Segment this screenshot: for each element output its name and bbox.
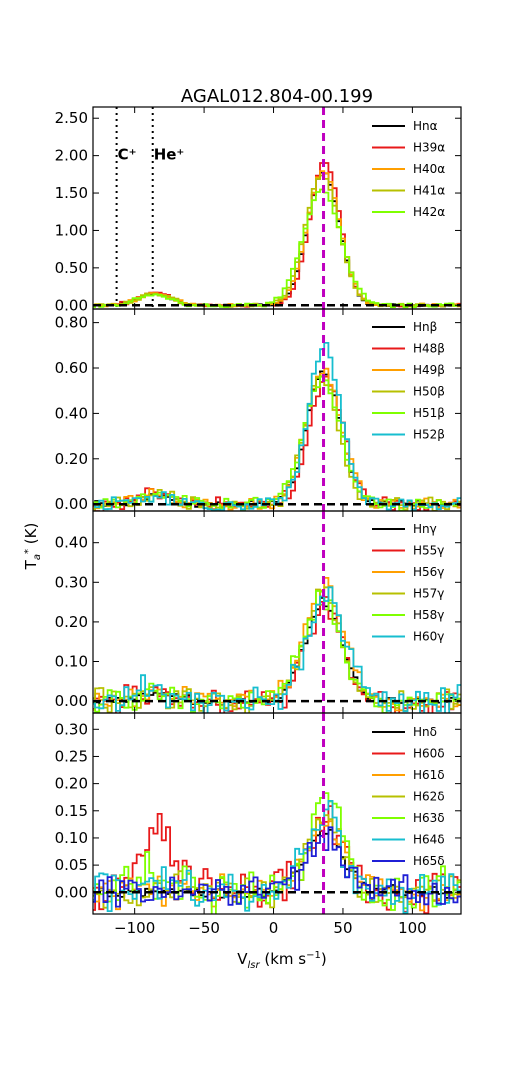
legend-label: H61δ	[413, 768, 445, 782]
panel-frame	[92, 510, 462, 714]
y-tick-label: 2.00	[55, 147, 88, 165]
chart-title: AGAL012.804-00.199	[181, 86, 373, 107]
legend-label: H60δ	[413, 747, 445, 761]
y-tick-label: 0.30	[55, 720, 88, 738]
x-tick-label: −50	[188, 919, 220, 937]
series-H41α	[93, 174, 461, 308]
series-H60γ	[93, 586, 461, 713]
series-H51β	[93, 375, 461, 511]
legend-label: Hnγ	[413, 522, 437, 536]
y-tick-label: 0.60	[55, 359, 88, 377]
y-tick-label: 2.50	[55, 109, 88, 127]
x-tick-label: 50	[333, 919, 352, 937]
y-tick-label: 0.20	[55, 450, 88, 468]
series-group	[93, 792, 461, 914]
x-tick-label: −100	[114, 919, 155, 937]
y-tick-label: 0.00	[55, 495, 88, 513]
y-tick-label: 0.00	[55, 883, 88, 901]
legend-label: H48β	[413, 342, 445, 356]
series-H65δ	[93, 826, 461, 908]
series-H62δ	[93, 814, 461, 909]
panel-alpha: C⁺ He⁺ 0.00 0.50 1.00 1.50 2.00 2.50 Hnα H39α H40α…	[55, 106, 462, 314]
series-group	[93, 342, 461, 511]
legend-label: H62δ	[413, 790, 445, 804]
y-tick-label: 0.20	[55, 775, 88, 793]
y-tick-label: 0.40	[55, 404, 88, 422]
legend-label: H64δ	[413, 833, 445, 847]
series-group	[93, 577, 461, 713]
y-tick-label: 0.40	[55, 534, 88, 552]
y-tick-label: 0.00	[55, 692, 88, 710]
legend-label: H42α	[413, 205, 445, 219]
y-tick-label: 0.10	[55, 829, 88, 847]
legend-label: H58γ	[413, 608, 444, 622]
y-tick-label: 0.30	[55, 573, 88, 591]
legend-label: H56γ	[413, 565, 444, 579]
legend-label: H55γ	[413, 544, 444, 558]
series-H42α	[93, 188, 461, 309]
legend-label: H49β	[413, 363, 445, 377]
panels: C⁺ He⁺ 0.00 0.50 1.00 1.50 2.00 2.50 Hnα H39α H40α…	[55, 106, 462, 937]
series-Hnδ	[93, 828, 461, 900]
series-Hnα	[93, 171, 461, 308]
y-tick-label: 0.80	[55, 314, 88, 332]
x-tick-label: 100	[398, 919, 427, 937]
x-axis-label: Vlsr (km s−1)	[237, 950, 327, 971]
y-tick-label: 0.10	[55, 653, 88, 671]
series-H48β	[93, 375, 461, 511]
series-H39α	[93, 162, 461, 308]
series-Hnβ	[93, 370, 461, 509]
legend-label: H50β	[413, 385, 445, 399]
y-axis-label: Ta* (K)	[22, 523, 43, 571]
panel-frame	[92, 712, 462, 915]
legend-label: H41α	[413, 184, 445, 198]
y-tick-label: 0.20	[55, 613, 88, 631]
annotation-label: C⁺	[118, 146, 137, 164]
series-H52β	[93, 342, 461, 511]
legend-label: Hnα	[413, 119, 438, 133]
legend-label: Hnδ	[413, 725, 437, 739]
series-H49β	[93, 367, 461, 511]
legend-label: H40α	[413, 162, 445, 176]
legend-label: H39α	[413, 141, 445, 155]
annotation-label: He⁺	[154, 146, 185, 164]
legend-label: Hnβ	[413, 320, 437, 334]
y-tick-label: 0.50	[55, 259, 88, 277]
series-H40α	[93, 170, 461, 308]
legend-label: H63δ	[413, 811, 445, 825]
series-H50β	[93, 375, 461, 511]
panel-beta: 0.00 0.20 0.40 0.60 0.80 Hnβ H48β H49β H50β H51β H…	[55, 308, 462, 513]
legend-label: H60γ	[413, 630, 444, 644]
y-tick-label: 1.00	[55, 221, 88, 239]
legend-label: H52β	[413, 428, 445, 442]
legend-label: H51β	[413, 406, 445, 420]
y-tick-label: 0.25	[55, 747, 88, 765]
panel-frame	[92, 308, 462, 512]
legend-label: H65δ	[413, 854, 445, 868]
panel-delta: 0.00 0.05 0.10 0.15 0.20 0.25 0.30 Hnδ H60δ H61δ H…	[55, 712, 462, 915]
y-tick-label: 1.50	[55, 184, 88, 202]
y-tick-label: 0.00	[55, 296, 88, 314]
x-tick-label: 0	[269, 919, 279, 937]
panel-gamma: 0.00 0.10 0.20 0.30 0.40 Hnγ H55γ H56γ H57γ H58γ H…	[55, 510, 462, 714]
panel-frame	[92, 106, 462, 310]
legend-label: H57γ	[413, 587, 444, 601]
y-tick-label: 0.05	[55, 856, 88, 874]
series-H56γ	[93, 577, 461, 712]
series-group	[93, 162, 461, 309]
y-tick-label: 0.15	[55, 802, 88, 820]
